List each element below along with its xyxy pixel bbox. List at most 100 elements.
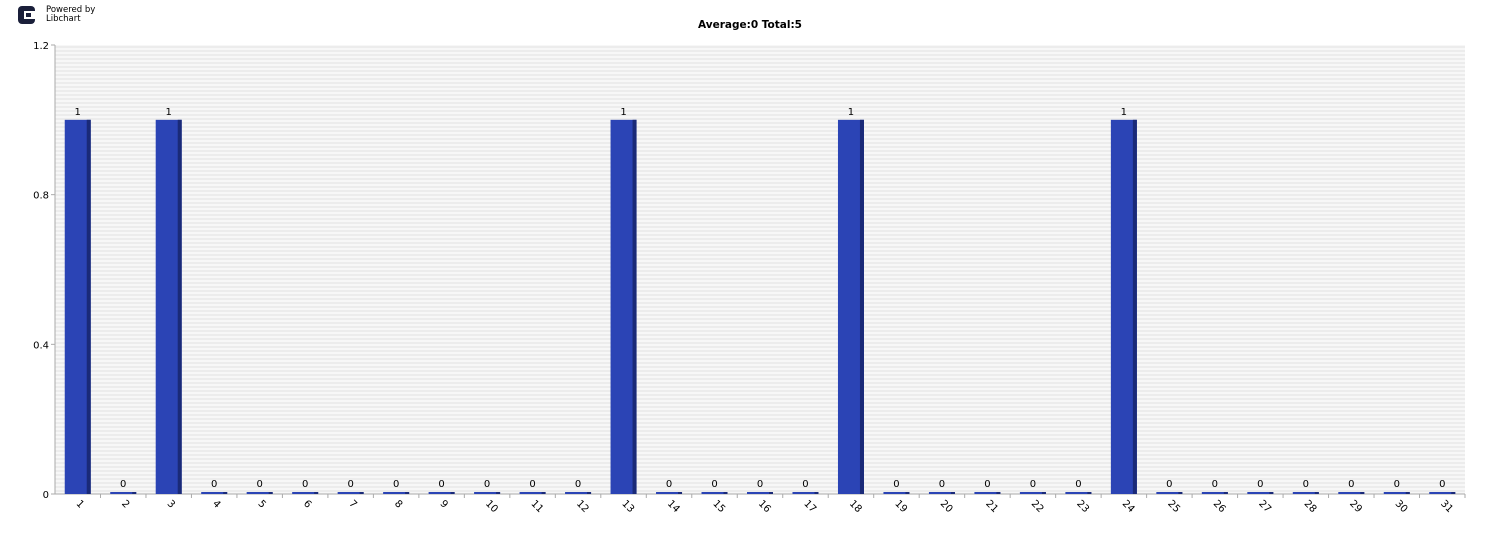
libchart-logo: Powered by Libchart [16,4,106,28]
x-tick-label: 26 [1211,498,1228,515]
data-label: 0 [529,479,535,490]
bar-side [632,119,637,494]
bar-side [769,492,773,494]
data-label: 1 [1121,107,1127,118]
bar-side [1041,492,1046,494]
data-label: 0 [939,479,945,490]
bar-side [496,492,501,494]
x-tick-label: 28 [1302,498,1319,515]
data-label: 0 [711,479,717,490]
data-label: 0 [211,479,217,490]
x-tick-label: 8 [392,498,404,510]
chart-title: Average:0 Total:5 [698,19,802,31]
data-label: 0 [120,479,126,490]
bar [1292,492,1319,494]
y-tick-label: 1.2 [33,41,49,52]
x-tick-label: 2 [119,498,131,510]
logo-line-2: Libchart [46,14,81,24]
data-label: 0 [666,479,672,490]
bar-side [359,492,364,494]
x-tick-label: 5 [256,498,268,510]
data-label: 0 [1303,479,1309,490]
data-label: 0 [256,479,262,490]
data-label: 0 [575,479,581,490]
bar [701,492,728,494]
data-label: 0 [302,479,308,490]
y-tick-label: 0 [43,490,49,501]
bar-side [405,492,410,494]
bar [792,492,819,494]
bar-side [723,492,728,494]
data-label: 0 [484,479,490,490]
bar-side [587,492,592,494]
bar-side [950,492,955,494]
bar [928,492,955,494]
bar-side [1314,492,1319,494]
x-tick-label: 6 [301,498,313,510]
data-label: 1 [75,107,81,118]
data-label: 0 [1212,479,1218,490]
x-tick-label: 20 [938,498,955,515]
x-tick-label: 11 [528,498,545,515]
bar [1429,492,1456,494]
x-tick-label: 4 [210,498,222,510]
bar [64,119,91,494]
x-tick-label: 21 [983,498,1000,515]
bar-side [314,492,319,494]
bar-side [1360,492,1365,494]
bar-side [1223,492,1228,494]
x-tick-label: 12 [574,498,591,515]
bar-side [678,492,683,494]
bar [1110,119,1137,494]
data-label: 0 [1439,479,1445,490]
bar-side [859,119,864,494]
x-tick-label: 10 [483,498,500,515]
data-label: 0 [438,479,444,490]
bar [292,492,319,494]
bar [337,492,364,494]
data-label: 0 [984,479,990,490]
bar [1065,492,1092,494]
bar [428,492,455,494]
bar [110,492,137,494]
y-tick-label: 0.8 [33,191,49,202]
bar-side [541,492,546,494]
bar [1019,492,1046,494]
bar [474,492,501,494]
bar [565,492,592,494]
x-tick-label: 17 [801,498,818,515]
x-tick-label: 25 [1165,498,1182,515]
data-label: 1 [166,107,172,118]
bar-side [905,492,910,494]
bar [1247,492,1274,494]
x-tick-label: 16 [756,498,773,515]
bar-side [132,492,137,494]
bar [1156,492,1183,494]
data-label: 1 [848,107,854,118]
data-label: 0 [347,479,353,490]
bar [656,492,683,494]
bar [1383,492,1410,494]
bar [155,119,182,494]
bar-side [1178,492,1183,494]
logo-line-1: Powered by [46,5,96,15]
data-label: 0 [1075,479,1081,490]
bar [519,492,546,494]
bar-side [268,492,273,494]
bar [883,492,910,494]
data-label: 0 [1394,479,1400,490]
x-tick-label: 7 [347,498,359,510]
bar-side [450,492,455,494]
data-label: 0 [1348,479,1354,490]
libchart-logo-icon [18,6,35,24]
bar-side [1087,492,1092,494]
x-tick-label: 9 [437,498,449,510]
bar [1201,492,1228,494]
bar-side [1132,119,1137,494]
bar [246,492,273,494]
bar [1338,492,1365,494]
x-tick-label: 29 [1347,498,1364,515]
bar [383,492,410,494]
x-tick-label: 15 [710,498,727,515]
